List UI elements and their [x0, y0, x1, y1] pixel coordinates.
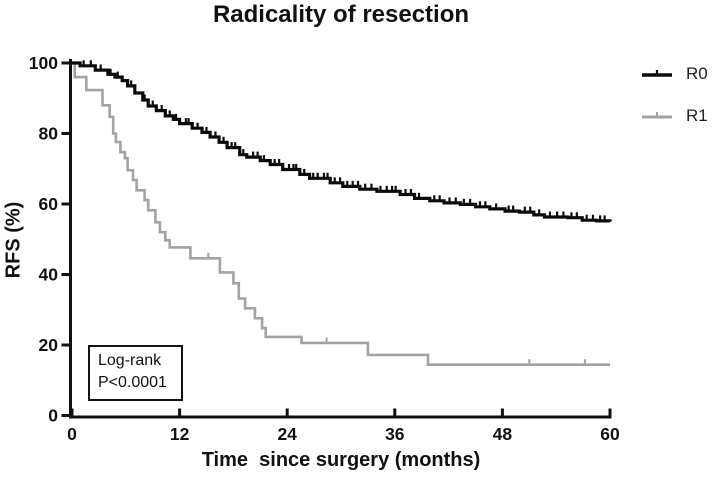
y-tick-label: 100: [29, 53, 58, 73]
legend-item-r0: R0: [641, 64, 708, 84]
x-tick-label: 48: [493, 424, 513, 444]
logrank-pvalue: P<0.0001: [98, 374, 167, 392]
r0-curve: [72, 61, 612, 223]
legend-item-r1: R1: [641, 106, 708, 126]
x-axis-title: Time since surgery (months): [201, 449, 481, 471]
logrank-annotation-box: Log-rank P<0.0001: [88, 345, 183, 401]
r1-curve: [72, 61, 610, 366]
x-tick-label: 0: [67, 424, 77, 444]
x-tick-label: 36: [385, 424, 405, 444]
chart-title: Radicality of resection: [212, 1, 470, 28]
y-tick-label: 60: [39, 194, 59, 214]
y-tick-label: 80: [39, 124, 59, 144]
legend: R0 R1: [641, 64, 708, 148]
y-tick-label: 0: [48, 406, 58, 426]
x-tick-label: 12: [170, 424, 190, 444]
y-tick-label: 40: [39, 265, 59, 285]
logrank-test-label: Log-rank: [98, 352, 162, 369]
x-tick-label: 24: [277, 424, 297, 444]
r1-curve-swatch-icon: [642, 112, 672, 119]
legend-label-r1: R1: [686, 106, 708, 125]
legend-label-r0: R0: [686, 64, 708, 83]
x-tick-label: 60: [600, 424, 620, 444]
r0-curve-swatch-icon: [642, 70, 672, 77]
y-tick-label: 20: [39, 335, 59, 355]
